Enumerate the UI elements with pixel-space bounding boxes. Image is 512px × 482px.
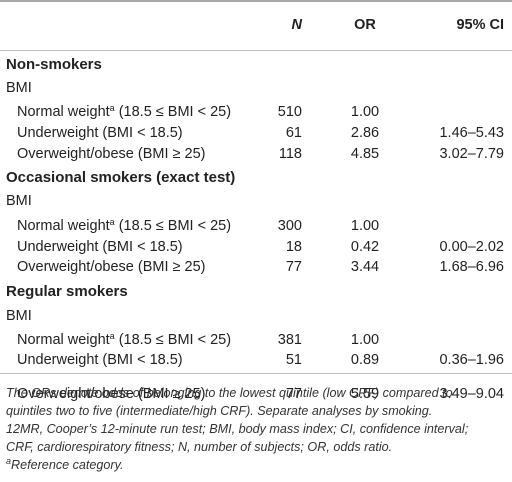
row-or: 1.00	[350, 332, 380, 348]
row-or: 0.42	[350, 239, 380, 255]
group-title: Regular smokers	[0, 281, 512, 303]
table-row: Underweight (BMI < 18.5) 61 2.86 1.46–5.…	[0, 122, 512, 144]
row-n: 510	[277, 104, 302, 120]
subhead-text: BMI	[6, 193, 32, 209]
footnote-line: CRF, cardiorespiratory fitness; N, numbe…	[6, 440, 393, 454]
row-label: Normal weighta (18.5 ≤ BMI < 25)	[17, 103, 232, 121]
footnote-marker: a	[6, 456, 12, 466]
row-label: Normal weighta (18.5 ≤ BMI < 25)	[17, 217, 232, 235]
footnote-line: 12MR, Cooper’s 12-minute run test; BMI, …	[6, 422, 469, 436]
row-label: Normal weighta (18.5 ≤ BMI < 25)	[17, 331, 232, 349]
group-subhead: BMI	[0, 305, 512, 327]
group-subhead: BMI	[0, 190, 512, 212]
table-row: Normal weighta (18.5 ≤ BMI < 25) 381 1.0…	[0, 329, 512, 351]
row-or: 1.00	[350, 218, 380, 234]
row-label: Underweight (BMI < 18.5)	[17, 352, 183, 368]
row-ci: 3.02–7.79	[439, 146, 504, 162]
footnote-line: The ORs denote odds of belonging to the …	[6, 386, 453, 400]
table-row: Underweight (BMI < 18.5) 18 0.42 0.00–2.…	[0, 236, 512, 258]
row-n: 381	[277, 332, 302, 348]
table-footnotes: The ORs denote odds of belonging to the …	[6, 384, 506, 474]
group-title-text: Occasional smokers (exact test)	[6, 169, 236, 186]
table-header-row: N OR 95% CI	[0, 14, 512, 36]
row-ci: 1.68–6.96	[439, 259, 504, 275]
reference-footnote: aReference category.	[6, 456, 124, 473]
subhead-text: BMI	[6, 80, 32, 96]
top-rule	[0, 0, 512, 2]
row-n: 77	[285, 259, 302, 275]
row-or: 1.00	[350, 104, 380, 120]
row-n: 118	[278, 146, 302, 162]
group-subhead: BMI	[0, 77, 512, 99]
row-n: 77	[285, 386, 302, 402]
footnote-marker: a	[109, 217, 115, 227]
row-label: Overweight/obese (BMI ≥ 25)	[17, 259, 206, 275]
row-label: Overweight/obese (BMI ≥ 25)	[17, 386, 206, 402]
subhead-text: BMI	[6, 308, 32, 324]
footnote-marker: a	[109, 331, 115, 341]
row-ci: 3.49–9.04	[439, 386, 504, 402]
row-ci: 1.46–5.43	[439, 125, 504, 141]
row-or: 0.89	[350, 352, 380, 368]
row-label: Underweight (BMI < 18.5)	[17, 125, 183, 141]
footnote-marker: a	[109, 103, 115, 113]
header-or: OR	[354, 17, 376, 33]
group-title: Non-smokers	[0, 54, 512, 76]
header-n: N	[291, 17, 302, 33]
bottom-rule	[0, 373, 512, 374]
table-row: Overweight/obese (BMI ≥ 25) 118 4.85 3.0…	[0, 143, 512, 165]
row-n: 51	[285, 352, 302, 368]
header-rule	[0, 50, 512, 51]
row-or: 3.44	[350, 259, 380, 275]
row-label: Underweight (BMI < 18.5)	[17, 239, 183, 255]
row-or: 5.59	[350, 386, 380, 402]
row-n: 61	[285, 125, 302, 141]
row-or: 2.86	[350, 125, 380, 141]
table-row: Overweight/obese (BMI ≥ 25) 77 3.44 1.68…	[0, 256, 512, 278]
group-title-text: Non-smokers	[6, 56, 102, 73]
table-row: Normal weighta (18.5 ≤ BMI < 25) 510 1.0…	[0, 101, 512, 123]
footnote-line: quintiles two to five (intermediate/high…	[6, 404, 433, 418]
row-n: 300	[277, 218, 302, 234]
table-row: Overweight/obese (BMI ≥ 25) 77 5.59 3.49…	[0, 383, 512, 405]
group-title: Occasional smokers (exact test)	[0, 167, 512, 189]
table-row: Underweight (BMI < 18.5) 51 0.89 0.36–1.…	[0, 349, 512, 371]
row-ci: 0.00–2.02	[439, 239, 504, 255]
row-or: 4.85	[350, 146, 380, 162]
group-title-text: Regular smokers	[6, 283, 128, 300]
row-label: Overweight/obese (BMI ≥ 25)	[17, 146, 206, 162]
row-ci: 0.36–1.96	[439, 352, 504, 368]
table-row: Normal weighta (18.5 ≤ BMI < 25) 300 1.0…	[0, 215, 512, 237]
row-n: 18	[285, 239, 302, 255]
header-ci: 95% CI	[456, 17, 504, 33]
